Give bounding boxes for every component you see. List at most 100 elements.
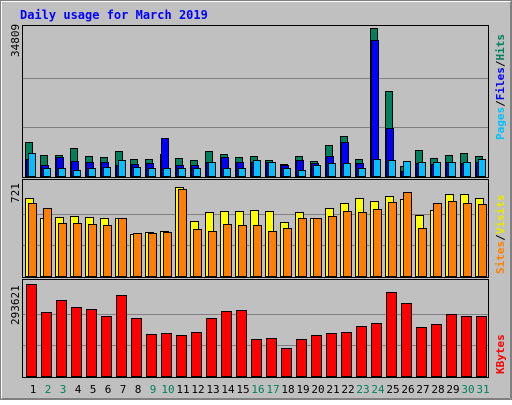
x-tick-label: 7 <box>120 383 127 396</box>
sites-bar <box>43 208 52 277</box>
kbytes-bar <box>236 310 247 377</box>
kbytes-bar <box>101 316 112 377</box>
pages-bar <box>208 162 216 177</box>
x-tick-label: 9 <box>150 383 157 396</box>
sites-bar <box>238 225 247 277</box>
kbytes-bar <box>371 323 382 377</box>
sites-bar <box>103 225 112 277</box>
legend-visits-sites: Sites/Visits <box>494 195 507 275</box>
ymax-label-kbytes: 293621 <box>9 285 22 325</box>
x-tick-label: 23 <box>356 383 369 396</box>
sites-bar <box>343 211 352 277</box>
x-tick-label: 22 <box>341 383 354 396</box>
legend-hits-files-pages: Pages/Files/Hits <box>494 34 507 140</box>
pages-bar <box>358 168 366 177</box>
pages-bar <box>433 162 441 177</box>
legend-sep-3: / <box>494 234 507 241</box>
pages-bar <box>328 163 336 177</box>
sites-bar <box>223 224 232 277</box>
pages-bar <box>343 163 351 177</box>
x-tick-label: 6 <box>105 383 112 396</box>
kbytes-bar <box>281 348 292 377</box>
kbytes-bar <box>251 339 262 377</box>
kbytes-bar <box>131 318 142 377</box>
kbytes-bar <box>326 333 337 377</box>
x-tick-label: 28 <box>431 383 444 396</box>
pages-bar <box>373 159 381 177</box>
legend-sep-2: / <box>494 60 507 67</box>
kbytes-bar <box>146 334 157 377</box>
x-tick-label: 21 <box>326 383 339 396</box>
x-tick-label: 27 <box>416 383 429 396</box>
kbytes-bar <box>296 339 307 377</box>
pages-bar <box>223 168 231 177</box>
x-tick-label: 30 <box>461 383 474 396</box>
kbytes-bar <box>86 309 97 377</box>
x-tick-label: 20 <box>311 383 324 396</box>
sites-bar <box>148 233 157 277</box>
ymax-label-visits: 721 <box>9 183 22 203</box>
sites-bar <box>88 224 97 277</box>
sites-bar <box>418 228 427 277</box>
kbytes-bar <box>191 332 202 377</box>
pages-bar <box>148 168 156 177</box>
pages-bar <box>163 168 171 177</box>
pages-bar <box>418 162 426 177</box>
pages-bar <box>478 159 486 177</box>
kbytes-bar <box>41 312 52 377</box>
kbytes-bar <box>56 300 67 377</box>
x-tick-label: 31 <box>476 383 489 396</box>
sites-bar <box>358 212 367 277</box>
sites-bar <box>133 233 142 277</box>
sites-bar <box>478 204 487 277</box>
legend-pages: Pages <box>494 107 507 140</box>
sites-bar <box>268 231 277 277</box>
x-tick-label: 25 <box>386 383 399 396</box>
pages-bar <box>448 162 456 177</box>
kbytes-bar <box>401 303 412 377</box>
x-tick-label: 19 <box>296 383 309 396</box>
kbytes-bar <box>476 316 487 377</box>
sites-bar <box>313 218 322 277</box>
kbytes-bar <box>161 333 172 377</box>
sites-bar <box>433 203 442 277</box>
kbytes-bar <box>356 326 367 377</box>
sites-bar <box>208 231 217 277</box>
pages-bar <box>73 170 81 177</box>
kbytes-bar <box>71 307 82 377</box>
kbytes-bar <box>386 292 397 377</box>
kbytes-bar <box>221 311 232 377</box>
legend-visits: Visits <box>494 195 507 235</box>
sites-bar <box>28 203 37 277</box>
kbytes-bar <box>176 335 187 377</box>
kbytes-bar <box>446 314 457 377</box>
bars-layer <box>25 28 487 377</box>
pages-bar <box>298 170 306 177</box>
x-tick-label: 3 <box>60 383 67 396</box>
pages-bar <box>178 168 186 177</box>
pages-bar <box>193 168 201 177</box>
pages-bar <box>403 161 411 177</box>
kbytes-bar <box>116 295 127 377</box>
x-tick-label: 10 <box>161 383 174 396</box>
pages-bar <box>133 167 141 177</box>
x-tick-label: 5 <box>90 383 97 396</box>
sites-bar <box>448 201 457 277</box>
sites-bar <box>283 228 292 277</box>
sites-bar <box>328 216 337 277</box>
sites-bar <box>178 189 187 277</box>
pages-bar <box>268 162 276 177</box>
x-axis-labels: 1 2 3 4 5 6 7 8 9 10 11 12 13 14 15 16 17 18 19 20 21 22 23 24 2… <box>30 383 490 396</box>
panel-hits-files-pages <box>22 25 489 178</box>
pages-bar <box>118 160 126 177</box>
x-tick-label: 16 <box>251 383 264 396</box>
pages-bar <box>28 153 36 177</box>
x-tick-label: 11 <box>176 383 189 396</box>
sites-bar <box>403 192 412 277</box>
pages-bar <box>253 160 261 177</box>
x-tick-label: 29 <box>446 383 459 396</box>
x-tick-label: 4 <box>75 383 82 396</box>
pages-bar <box>313 165 321 177</box>
legend-hits: Hits <box>494 34 507 61</box>
